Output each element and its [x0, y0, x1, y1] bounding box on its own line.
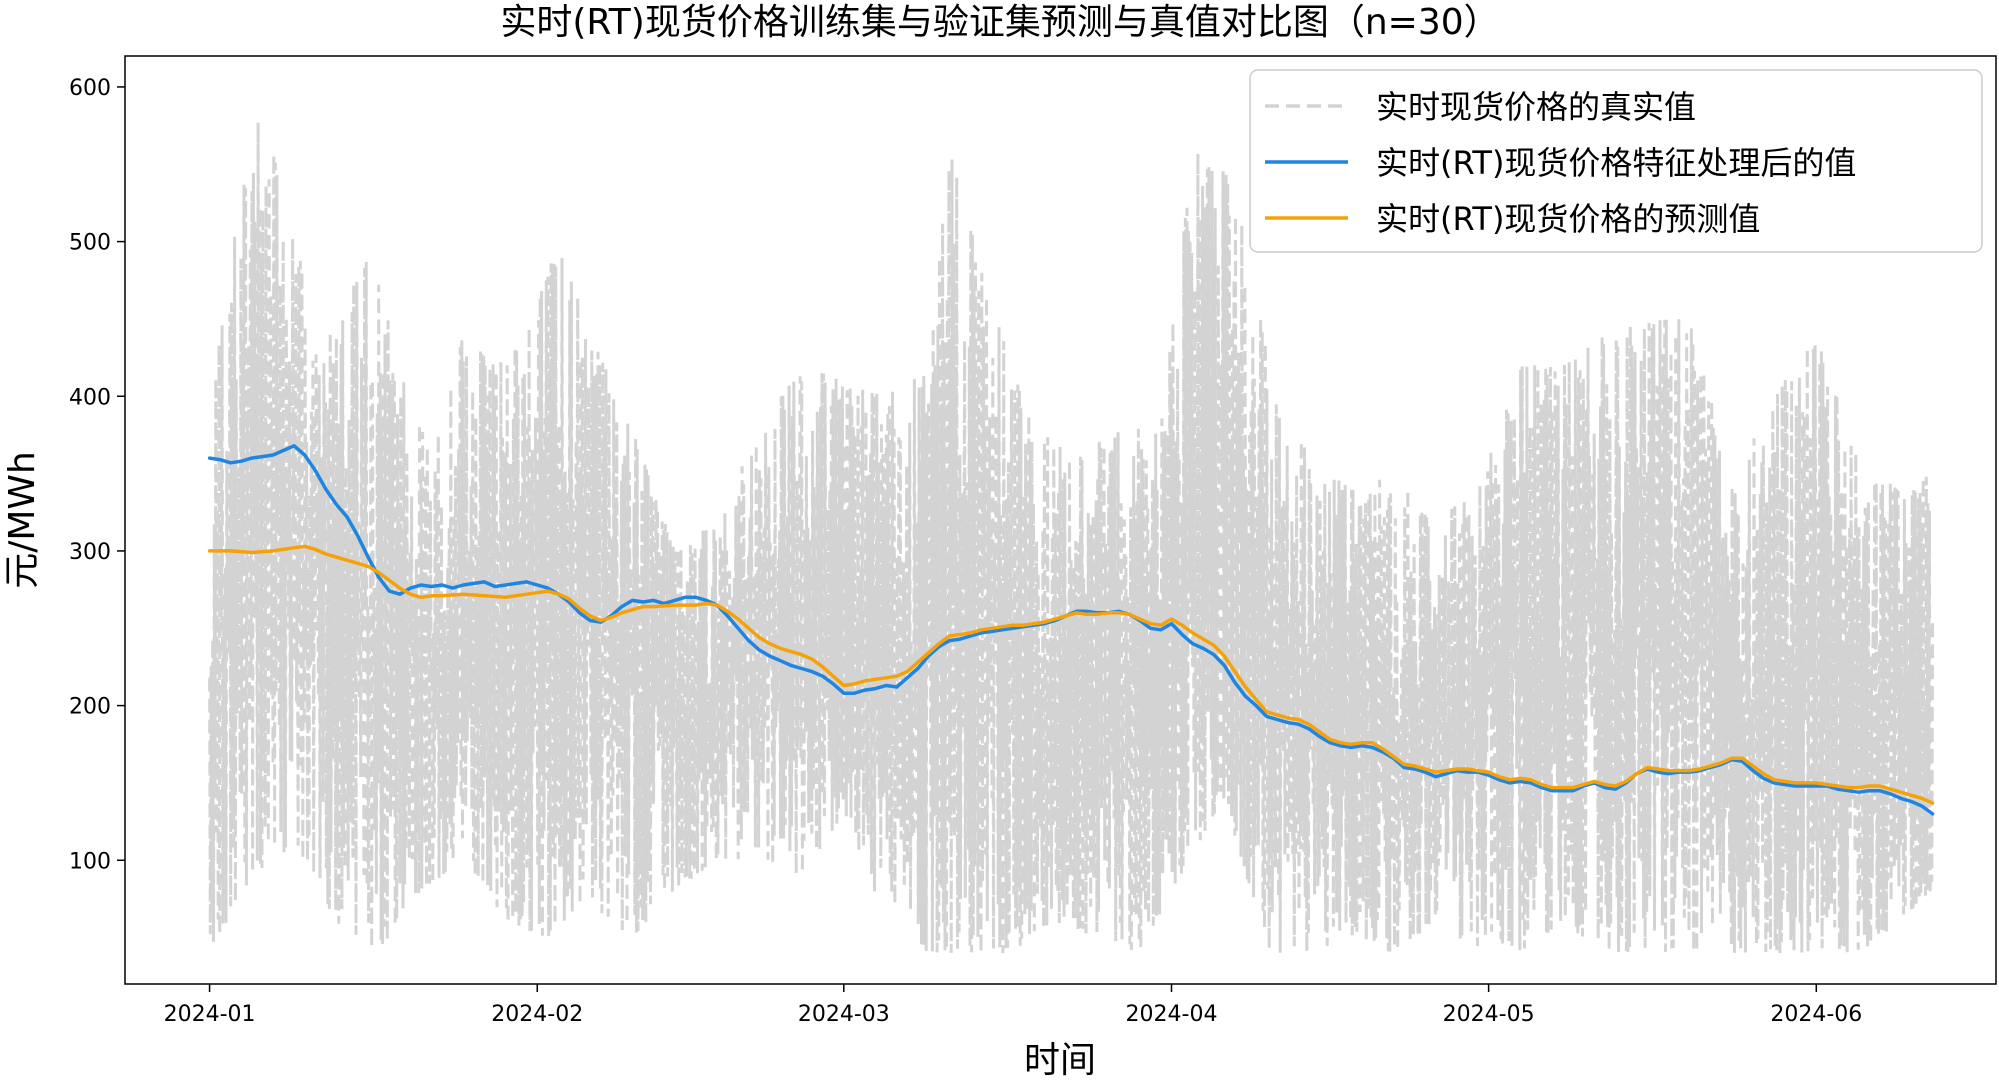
- x-tick-label: 2024-03: [798, 1002, 890, 1027]
- y-tick-label: 600: [69, 76, 111, 101]
- y-tick-label: 300: [69, 540, 111, 565]
- x-tick-label: 2024-04: [1126, 1002, 1218, 1027]
- series-real-line: [208, 122, 1935, 954]
- legend-label-predicted: 实时(RT)现货价格的预测值: [1376, 200, 1760, 238]
- legend-label-real: 实时现货价格的真实值: [1376, 88, 1696, 126]
- x-tick-label: 2024-05: [1443, 1002, 1535, 1027]
- y-tick-label: 400: [69, 385, 111, 410]
- x-tick-label: 2024-02: [491, 1002, 583, 1027]
- series-predicted-line: [207, 544, 1935, 805]
- legend: 实时现货价格的真实值 实时(RT)现货价格特征处理后的值 实时(RT)现货价格的…: [1249, 69, 1983, 253]
- x-axis: 2024-01 2024-02 2024-03 2024-04 2024-05 2024-…: [164, 984, 1862, 1027]
- y-tick-label: 500: [69, 231, 111, 256]
- x-axis-label: 时间: [1024, 1040, 1096, 1081]
- y-axis: 100 200 300 400 500 600: [69, 76, 125, 874]
- chart-title: 实时(RT)现货价格训练集与验证集预测与真值对比图（n=30）: [500, 2, 1499, 43]
- y-tick-label: 200: [69, 695, 111, 720]
- plot-frame: [124, 55, 1997, 985]
- legend-label-processed: 实时(RT)现货价格特征处理后的值: [1376, 144, 1856, 182]
- data-layer: [207, 122, 1935, 954]
- y-tick-label: 100: [69, 849, 111, 874]
- x-tick-label: 2024-01: [164, 1002, 256, 1027]
- legend-box: [1249, 69, 1983, 253]
- y-axis-label: 元/MWh: [2, 451, 43, 589]
- x-tick-label: 2024-06: [1770, 1002, 1862, 1027]
